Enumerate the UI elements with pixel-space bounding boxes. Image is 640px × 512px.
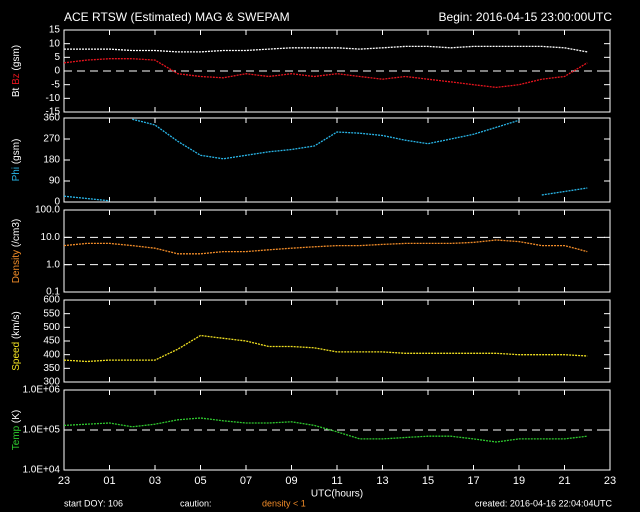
series-line <box>63 334 588 363</box>
legend-entry: Phi <box>11 167 22 181</box>
series-line <box>64 45 588 53</box>
legend-entry: Bt <box>11 87 22 97</box>
x-tick-label: 01 <box>103 475 115 487</box>
x-tick-label: 23 <box>58 475 70 487</box>
x-tick-label: 13 <box>376 475 388 487</box>
density-note: density < 1 <box>262 498 306 508</box>
y-tick-label: 450 <box>43 336 60 347</box>
y-tick-label: 90 <box>49 176 61 187</box>
created-time: created: 2016-04-16 22:04:04UTC <box>475 498 613 508</box>
caution: caution: <box>180 498 212 508</box>
start-doy: start DOY: 106 <box>64 498 123 508</box>
y-tick-label: 0 <box>54 197 60 208</box>
y-tick-label: 15 <box>49 25 61 36</box>
series-line <box>63 58 588 89</box>
x-tick-label: 11 <box>331 475 342 487</box>
y-tick-label: 270 <box>43 134 60 145</box>
y-tick-label: 600 <box>43 295 60 306</box>
y-axis-label: Density (/cm3) <box>11 219 22 283</box>
y-tick-label: 1.0E+04 <box>22 465 60 476</box>
y-tick-label: -5 <box>51 79 60 90</box>
series-line <box>63 118 588 202</box>
x-tick-label: 15 <box>422 475 434 487</box>
y-unit: (km/s) <box>11 311 22 339</box>
y-tick-label: -15 <box>46 107 61 118</box>
x-tick-label: 17 <box>467 475 479 487</box>
panel-frame <box>63 299 611 383</box>
y-tick-label: -10 <box>46 93 61 104</box>
y-axis-label: Bt Bz (gsm) <box>11 45 22 97</box>
y-unit: (gsm) <box>11 139 22 165</box>
x-tick-label: 21 <box>558 475 570 487</box>
begin-time: Begin: 2016-04-15 23:00:00UTC <box>439 10 613 24</box>
y-tick-label: 0 <box>54 66 60 77</box>
y-tick-label: 10 <box>49 38 61 49</box>
title: ACE RTSW (Estimated) MAG & SWEPAM <box>64 10 290 24</box>
x-tick-label: 09 <box>285 475 297 487</box>
y-tick-label: 1.0E+05 <box>22 425 60 436</box>
series-line <box>63 417 588 443</box>
y-tick-label: 0.1 <box>46 287 60 298</box>
y-axis-label: Temp (K) <box>11 410 22 451</box>
legend-entry: Temp <box>11 425 22 450</box>
y-tick-label: 360 <box>43 113 60 124</box>
y-unit: (gsm) <box>11 45 22 71</box>
legend-entry: Speed <box>11 342 22 371</box>
legend-entry: Bz <box>11 73 22 85</box>
y-axis-label: Speed (km/s) <box>11 311 22 370</box>
x-tick-label: 19 <box>513 475 525 487</box>
series-line <box>63 239 588 255</box>
y-tick-label: 400 <box>43 349 60 360</box>
legend-entry: Density <box>11 250 22 283</box>
y-tick-label: 500 <box>43 322 60 333</box>
y-unit: (/cm3) <box>11 219 22 247</box>
y-tick-label: 100.0 <box>35 205 60 216</box>
y-tick-label: 5 <box>54 52 60 63</box>
y-tick-label: 10.0 <box>41 232 61 243</box>
x-axis-label: UTC(hours) <box>311 489 363 500</box>
x-tick-label: 03 <box>149 475 161 487</box>
panel-frame <box>63 117 611 203</box>
y-tick-label: 1.0E+06 <box>22 385 60 396</box>
y-tick-label: 350 <box>43 363 60 374</box>
y-tick-label: 300 <box>43 377 60 388</box>
y-unit: (K) <box>11 410 22 423</box>
y-tick-label: 1.0 <box>46 259 60 270</box>
x-tick-label: 05 <box>194 475 206 487</box>
x-tick-label: 23 <box>604 475 616 487</box>
x-tick-label: 07 <box>240 475 252 487</box>
y-axis-label: Phi (gsm) <box>11 139 22 182</box>
y-tick-label: 180 <box>43 155 60 166</box>
y-tick-label: 550 <box>43 308 60 319</box>
panel-frame <box>63 209 611 293</box>
